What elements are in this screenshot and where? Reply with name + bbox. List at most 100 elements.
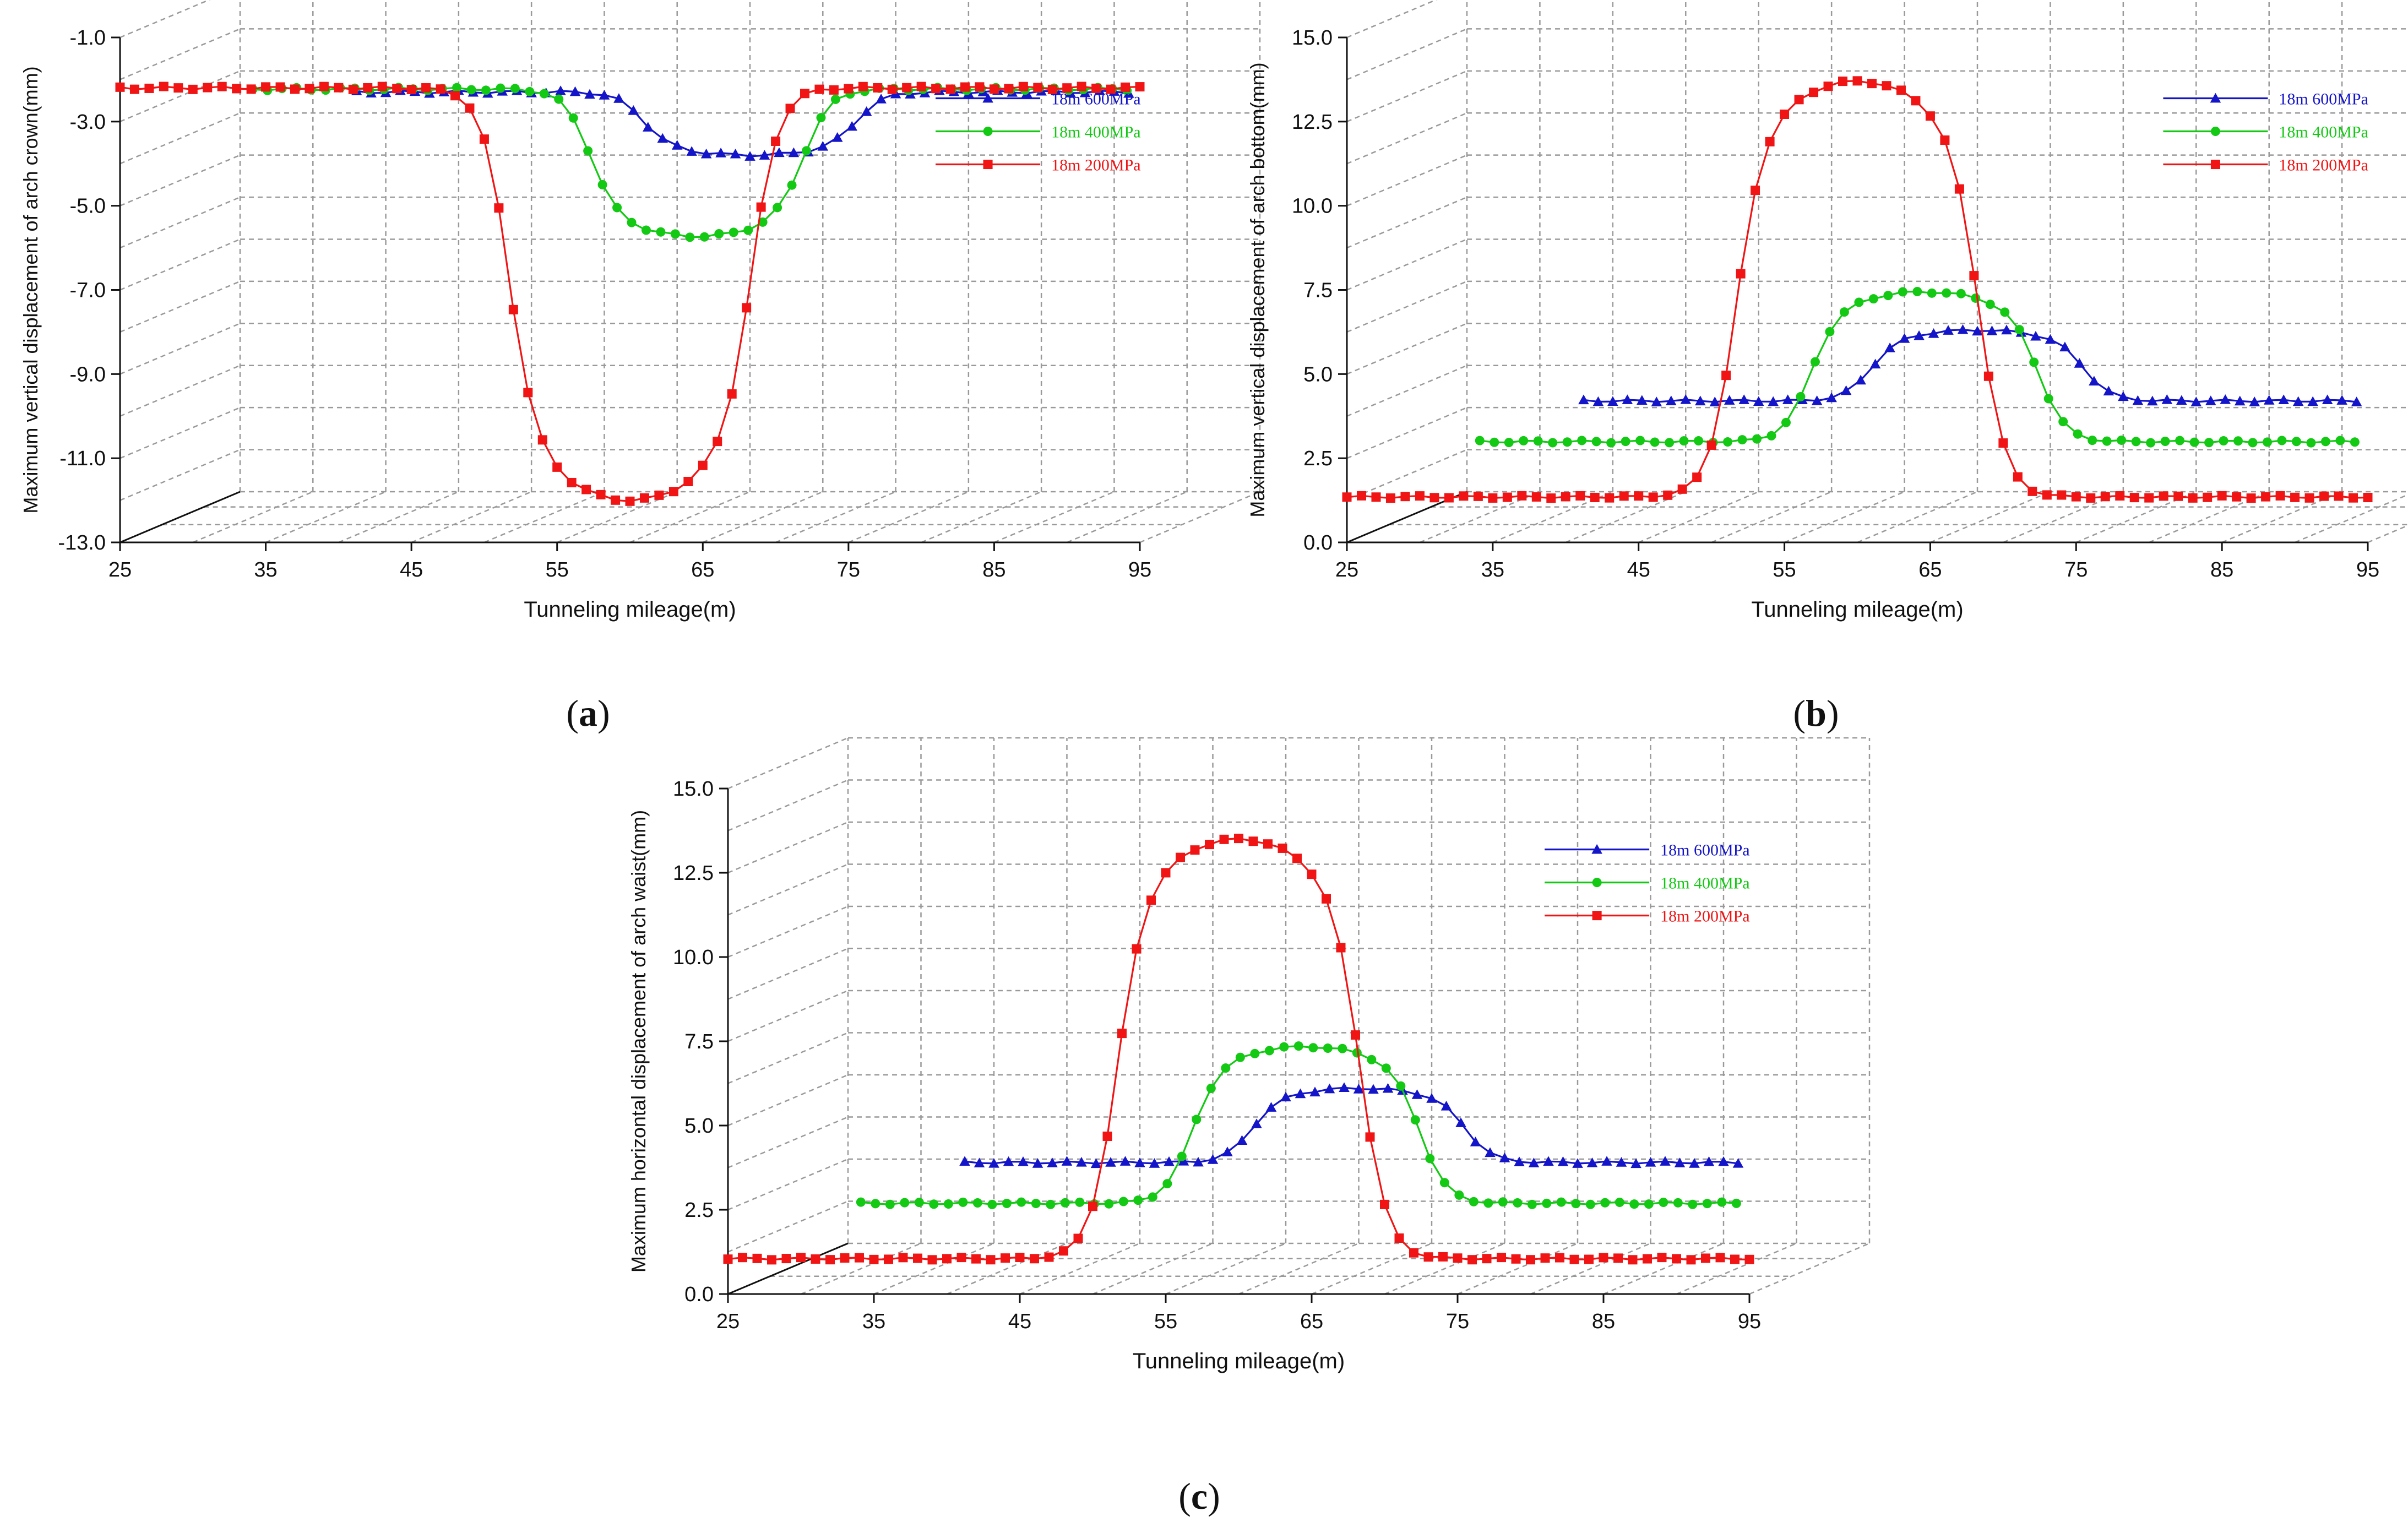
- y-tick-label: 7.5: [684, 1030, 714, 1053]
- data-point: [1121, 82, 1130, 92]
- data-point: [1674, 1157, 1686, 1167]
- y-tick-label: 12.5: [673, 862, 714, 885]
- x-tick-label: 35: [254, 558, 277, 581]
- y-tick-label: 5.0: [1303, 363, 1333, 386]
- data-point: [2363, 493, 2373, 503]
- data-point: [611, 495, 621, 505]
- data-point: [752, 1253, 762, 1263]
- data-point: [1556, 1197, 1566, 1207]
- legend-marker: [1591, 844, 1602, 854]
- grid-line-floor: [1165, 1242, 1286, 1295]
- grid-line-floor: [1676, 1242, 1797, 1295]
- data-point: [2058, 417, 2068, 427]
- data-point: [2100, 492, 2110, 502]
- data-point: [1367, 1054, 1377, 1064]
- data-point: [656, 227, 666, 237]
- grid-line-floor: [1384, 1242, 1505, 1295]
- data-point: [858, 81, 868, 91]
- data-point: [758, 217, 768, 227]
- grid-line-floor: [1139, 491, 1260, 543]
- data-point: [2248, 438, 2258, 448]
- data-point: [1572, 1158, 1583, 1168]
- data-point: [1235, 1052, 1245, 1062]
- data-point: [1475, 436, 1485, 445]
- data-point: [830, 94, 840, 104]
- data-point: [1076, 1157, 1087, 1167]
- data-point: [2261, 492, 2271, 502]
- data-point: [846, 121, 857, 131]
- data-point: [1292, 854, 1302, 863]
- data-point: [1744, 1254, 1754, 1264]
- data-point: [1132, 944, 1142, 954]
- data-point: [261, 82, 271, 92]
- data-point: [1135, 82, 1145, 92]
- data-point: [1030, 1254, 1039, 1264]
- data-point: [738, 1253, 747, 1263]
- data-point: [1234, 834, 1243, 844]
- series-line: [252, 86, 1127, 238]
- data-point: [2086, 493, 2096, 503]
- grid-line-floor: [192, 491, 313, 543]
- legend-marker: [1592, 911, 1602, 921]
- data-point: [1250, 1048, 1260, 1058]
- data-point: [1650, 437, 1660, 447]
- data-point: [774, 147, 785, 157]
- caption-paren-open: (: [566, 692, 579, 734]
- data-point: [913, 1253, 922, 1263]
- data-point: [1766, 431, 1776, 441]
- data-point: [2161, 394, 2173, 404]
- legend: 18m 600MPa 18m 400MPa 18m 200MPa: [1545, 841, 1750, 926]
- data-point: [1972, 325, 1983, 336]
- grid-line-side: [1346, 407, 1467, 459]
- data-point: [1630, 1158, 1641, 1168]
- data-point: [1207, 1154, 1219, 1164]
- data-point: [654, 490, 664, 500]
- data-point: [232, 84, 242, 94]
- data-point: [2292, 396, 2304, 406]
- data-point: [1149, 1158, 1160, 1168]
- data-point: [2350, 437, 2360, 447]
- data-point: [871, 1199, 880, 1209]
- data-point: [1205, 840, 1214, 850]
- data-point: [1046, 1199, 1056, 1209]
- data-point: [1954, 184, 1964, 194]
- data-point: [479, 134, 489, 144]
- x-tick-label: 35: [862, 1310, 885, 1333]
- data-point: [814, 84, 824, 94]
- grid-line-floor: [873, 1242, 994, 1295]
- data-point: [945, 84, 955, 94]
- y-tick-label: 12.5: [1292, 111, 1333, 134]
- data-point: [902, 83, 912, 93]
- data-point: [2042, 490, 2052, 500]
- legend-entry: 18m 600MPa: [1051, 90, 1141, 108]
- x-tick-label: 45: [1627, 558, 1650, 581]
- data-point: [319, 81, 329, 91]
- data-point: [1868, 294, 1878, 304]
- data-point: [1219, 834, 1229, 844]
- data-point: [537, 435, 547, 445]
- data-point: [1607, 396, 1618, 406]
- data-point: [714, 229, 724, 238]
- series-line: [119, 85, 1140, 502]
- x-tick-label: 65: [1300, 1310, 1323, 1333]
- grid-line-floor: [1530, 1242, 1651, 1295]
- data-point: [554, 94, 564, 104]
- grid-line-floor: [338, 491, 459, 543]
- data-point: [2203, 492, 2213, 502]
- data-point: [825, 1255, 835, 1265]
- data-point: [1542, 1198, 1552, 1208]
- data-point: [1810, 357, 1820, 367]
- grid-line-floor: [801, 1242, 921, 1295]
- data-point: [2115, 491, 2125, 501]
- data-point: [1365, 1132, 1375, 1142]
- data-point: [876, 94, 887, 104]
- data-point: [811, 1254, 820, 1264]
- data-point: [1353, 1084, 1365, 1094]
- grid-line-side: [1346, 70, 1467, 122]
- x-tick-label: 95: [1128, 558, 1151, 581]
- data-point: [1490, 437, 1499, 447]
- data-point: [1736, 269, 1746, 279]
- y-tick-label: 10.0: [673, 946, 714, 969]
- data-point: [1686, 1255, 1696, 1265]
- data-point: [2232, 492, 2242, 502]
